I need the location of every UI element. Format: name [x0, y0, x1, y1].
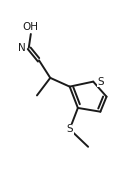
- Text: OH: OH: [23, 21, 39, 32]
- Text: S: S: [66, 124, 73, 134]
- Text: S: S: [97, 77, 104, 87]
- Text: N: N: [18, 43, 26, 53]
